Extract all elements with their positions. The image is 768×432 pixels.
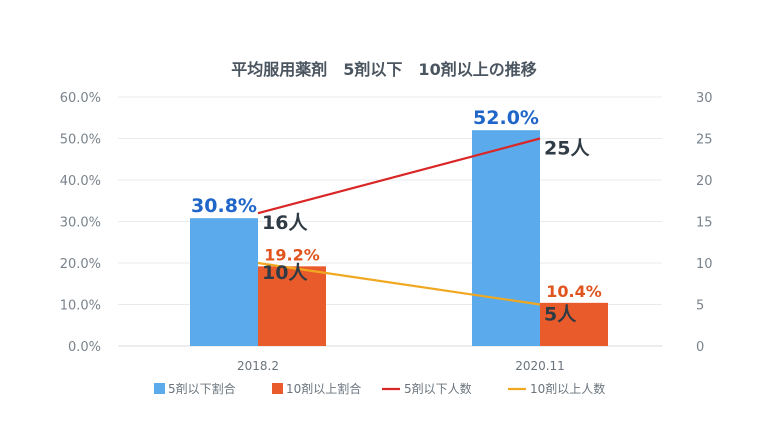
legend-swatch	[154, 383, 165, 394]
y-left-tick-label: 10.0%	[60, 299, 101, 314]
bar	[190, 218, 258, 346]
legend-label: 10剤以上割合	[286, 381, 361, 396]
legend-swatch	[272, 383, 283, 394]
lines	[257, 137, 541, 306]
y-right-tick-label: 30	[696, 91, 713, 106]
x-category-label: 2018.2	[237, 359, 279, 373]
y-right-tick-label: 10	[696, 257, 713, 272]
chart-title: 平均服用薬剤 5剤以下 10剤以上の推移	[231, 60, 536, 79]
bars	[190, 130, 608, 346]
y-axis-left: 0.0% 10.0% 20.0% 30.0% 40.0% 50.0% 60.0%	[60, 91, 101, 355]
y-right-tick-label: 0	[696, 340, 704, 355]
series-line	[257, 261, 541, 306]
data-labels: 30.8% 52.0% 19.2% 10.4% 16人 25人 10人 5人	[191, 107, 602, 325]
y-left-tick-label: 40.0%	[60, 174, 101, 189]
bar-value-label: 10.4%	[546, 282, 602, 301]
line-value-label: 25人	[544, 138, 590, 160]
legend: 5剤以下割合 10剤以上割合 5剤以下人数 10剤以上人数	[154, 381, 605, 396]
bar	[472, 130, 540, 346]
y-left-tick-label: 30.0%	[60, 216, 101, 231]
bar	[258, 266, 326, 346]
legend-label: 5剤以下割合	[168, 381, 236, 396]
y-axis-right: 0 5 10 15 20 25 30	[696, 91, 713, 355]
series-line	[257, 137, 541, 215]
y-right-tick-label: 5	[696, 299, 704, 314]
y-left-tick-label: 60.0%	[60, 91, 101, 106]
x-category-label: 2020.11	[515, 359, 565, 373]
legend-label: 10剤以上人数	[530, 381, 605, 396]
y-right-tick-label: 25	[696, 133, 713, 148]
y-left-tick-label: 50.0%	[60, 133, 101, 148]
x-axis-categories: 2018.2 2020.11	[237, 359, 565, 373]
bar	[540, 302, 608, 346]
line-value-label: 10人	[262, 262, 308, 284]
line-value-label: 16人	[262, 212, 308, 234]
bar-value-label: 19.2%	[264, 245, 320, 264]
bar-value-label: 30.8%	[191, 195, 257, 217]
line-value-label: 5人	[544, 304, 577, 326]
y-right-tick-label: 20	[696, 174, 713, 189]
legend-label: 5剤以下人数	[404, 381, 472, 396]
y-left-tick-label: 20.0%	[60, 257, 101, 272]
y-left-tick-label: 0.0%	[68, 340, 101, 355]
bar-value-label: 52.0%	[473, 107, 539, 129]
y-right-tick-label: 15	[696, 216, 713, 231]
